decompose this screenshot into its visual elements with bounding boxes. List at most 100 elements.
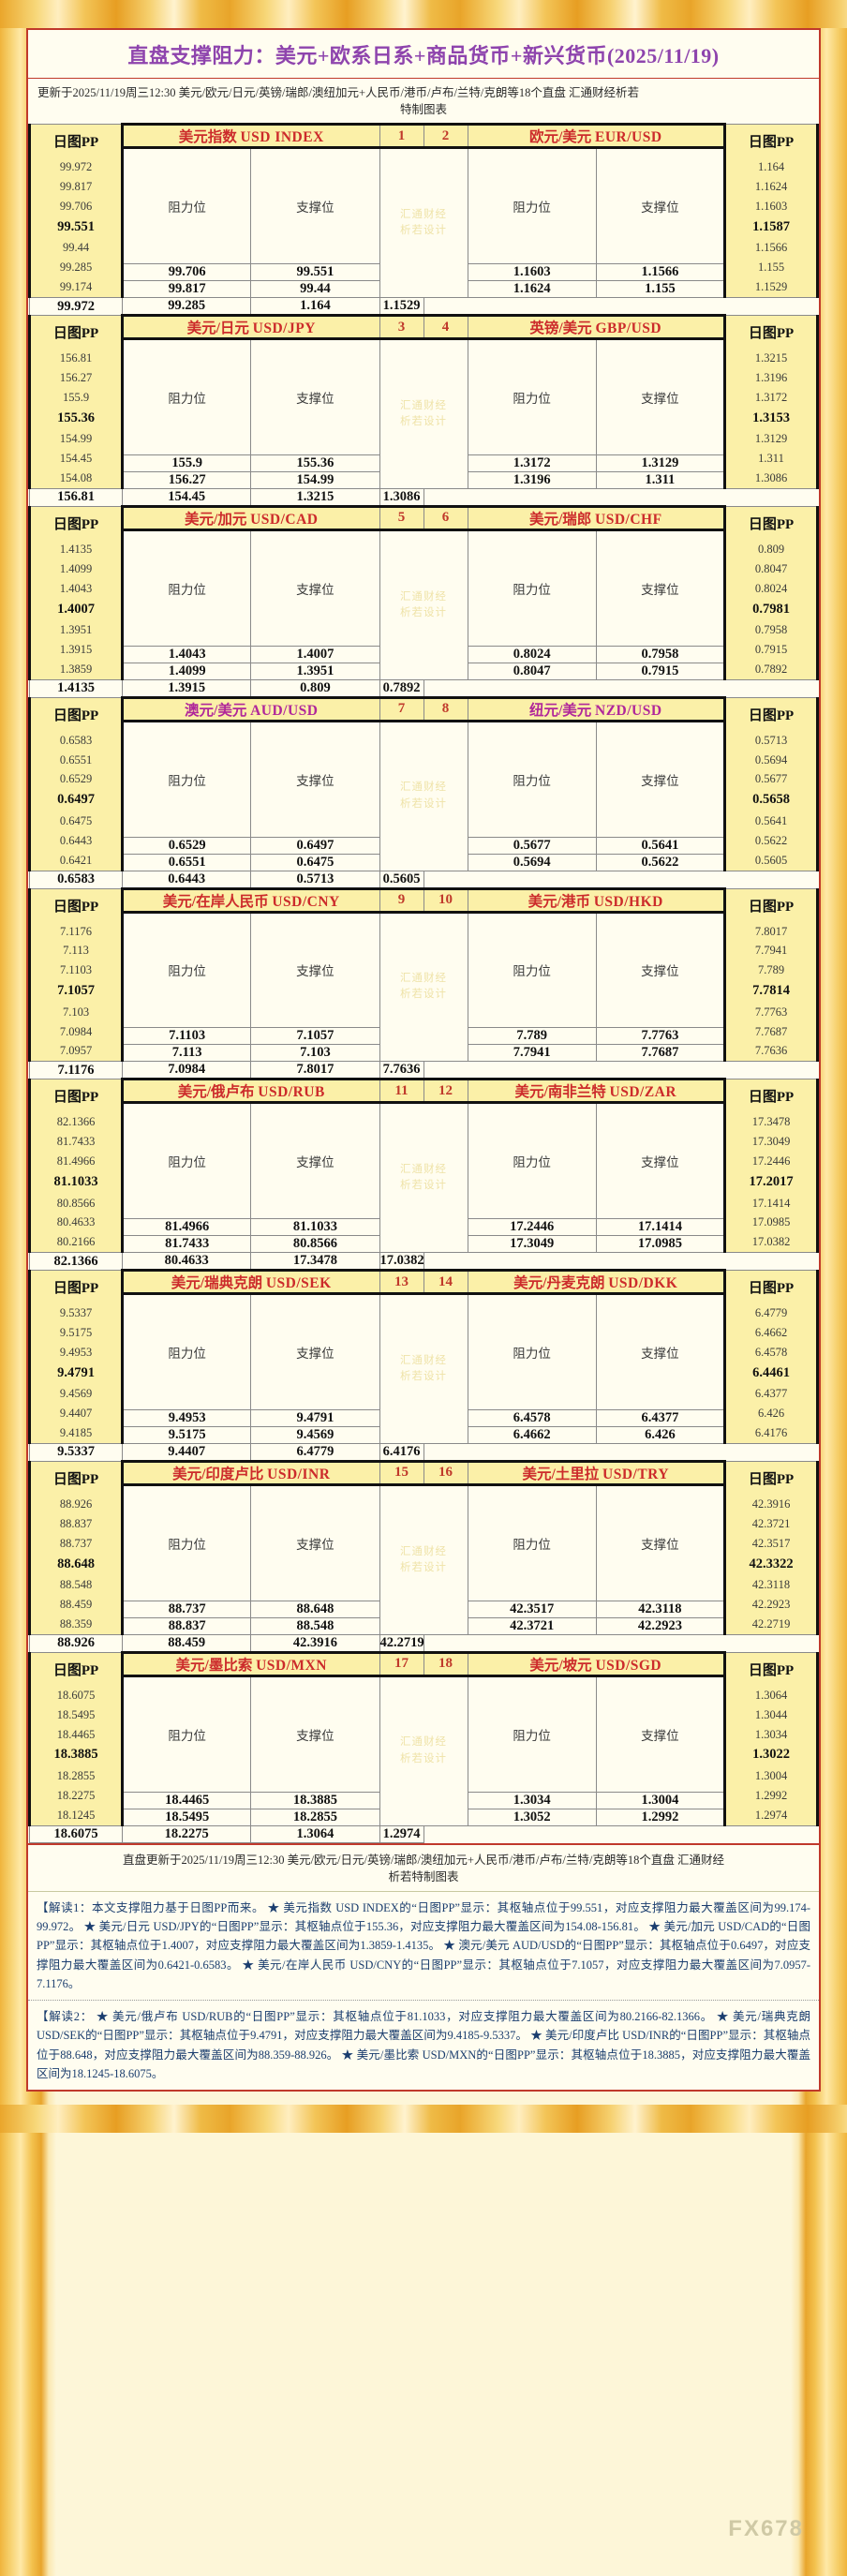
- resistance-header: 阻力位: [121, 911, 252, 1029]
- sub-header-row: 阻力位 支撑位 汇通财经 析若设计 阻力位 支撑位: [30, 1483, 818, 1635]
- pair-name-code: USD/JPY: [252, 320, 316, 337]
- support-value: 42.3118: [595, 1600, 726, 1618]
- resistance-value: 1.3215: [250, 487, 380, 507]
- pp-value: 6.4662: [754, 1326, 788, 1339]
- pair-name-code: USD/CAD: [250, 511, 319, 528]
- sub-header-row: 阻力位 支撑位 汇通财经 析若设计 阻力位 支撑位: [30, 1675, 818, 1826]
- pp-column-left: 日图PP 82.1366 81.7433 81.4966 81.1033 80.8566 8…: [28, 1079, 124, 1254]
- pair-title-left: 美元/日元 USD/JPY: [122, 314, 380, 341]
- resistance-value: 7.8017: [250, 1061, 380, 1080]
- resistance-header: 阻力位: [467, 1293, 597, 1410]
- pair-name-code: USD/SGD: [595, 1657, 662, 1674]
- pp-value: 156.81: [59, 351, 93, 365]
- support-value: 0.5641: [595, 836, 726, 855]
- pp-value: 0.6475: [59, 813, 93, 827]
- pair-title-left: 美元/在岸人民币 USD/CNY: [122, 886, 380, 914]
- support-header: 支撑位: [595, 1293, 726, 1410]
- pair-name-cn: 美元/瑞典克朗: [171, 1275, 263, 1292]
- pp-value: 1.155: [757, 261, 785, 275]
- block-number-right: 12: [423, 1078, 468, 1105]
- support-header: 支撑位: [595, 720, 726, 838]
- resistance-value: 42.3916: [250, 1633, 380, 1653]
- pp-label: 日图PP: [748, 135, 795, 151]
- resistance-value: 156.81: [29, 487, 123, 507]
- support-value: 7.7763: [595, 1027, 726, 1046]
- sub-header-row: 阻力位 支撑位 汇通财经 析若设计 阻力位 支撑位: [30, 720, 818, 871]
- center-watermark-cell: 汇通财经 析若设计: [379, 911, 468, 1063]
- resistance-value: 9.5337: [29, 1442, 123, 1462]
- pp-value: 7.1103: [60, 963, 92, 977]
- resistance-header: 阻力位: [121, 147, 252, 265]
- pp-value: 156.27: [59, 370, 93, 384]
- level-row: 156.81 154.45 1.3215 1.3086: [29, 487, 818, 507]
- pp-column-left: 日图PP 1.4135 1.4099 1.4043 1.4007 1.3951 1.3915…: [28, 505, 124, 680]
- pair-name-cn: 美元指数: [178, 129, 237, 146]
- support-header: 支撑位: [250, 1102, 380, 1220]
- resistance-value: 1.1624: [467, 280, 597, 299]
- pp-value: 88.459: [59, 1598, 93, 1611]
- pp-value: 1.3044: [754, 1707, 788, 1721]
- support-value: 1.3951: [250, 662, 380, 680]
- level-row: 88.926 88.459 42.3916 42.2719: [29, 1633, 818, 1653]
- pair-name-cn: 美元/港币: [528, 893, 590, 910]
- block-number-right: 2: [423, 123, 468, 150]
- pp-value: 0.5605: [754, 853, 788, 867]
- block-header-row: 日图PP 99.972 99.817 99.706 99.551 99.44 99.285 9…: [28, 123, 819, 299]
- support-value: 99.285: [121, 297, 252, 317]
- support-header: 支撑位: [595, 529, 726, 647]
- pair-title-right: 美元/土里拉 USD/TRY: [467, 1459, 725, 1486]
- pair-name-cn: 美元/印度卢比: [172, 1466, 264, 1482]
- top-ribbon: [0, 0, 847, 28]
- pp-value: 7.103: [62, 1005, 90, 1019]
- resistance-value: 1.3064: [250, 1824, 380, 1843]
- pp-value: 1.3086: [754, 471, 788, 484]
- resistance-value: 156.27: [121, 470, 252, 489]
- pp-value: 0.5641: [754, 813, 788, 827]
- support-value: 1.3129: [595, 454, 726, 472]
- pp-column-left: 日图PP 7.1176 7.113 7.1103 7.1057 7.103 7.0984 7.…: [28, 887, 124, 1063]
- watermark-text: 汇通财经 析若设计: [400, 1354, 447, 1383]
- legend-2: 【解读2： ★ 美元/俄卢布 USD/RUB的“日图PP”显示：其枢轴点位于81…: [28, 2000, 819, 2090]
- pair-title-right: 美元/丹麦克朗 USD/DKK: [467, 1269, 725, 1296]
- pp-label: 日图PP: [748, 1281, 795, 1297]
- pair-title-left: 美元/瑞典克朗 USD/SEK: [122, 1269, 380, 1296]
- watermark-text: 汇通财经 析若设计: [400, 399, 447, 427]
- pp-column-right: 日图PP 0.5713 0.5694 0.5677 0.5658 0.5641 0.5622…: [723, 696, 819, 871]
- resistance-value: 7.1176: [29, 1061, 123, 1080]
- resistance-header: 阻力位: [121, 338, 252, 455]
- block-number-right: 14: [423, 1269, 468, 1296]
- block-header-row: 日图PP 82.1366 81.7433 81.4966 81.1033 80.8566 8…: [28, 1078, 819, 1254]
- level-row: 1.4135 1.3915 0.809 0.7892: [29, 678, 818, 698]
- pair-name-cn: 美元/日元: [186, 320, 249, 337]
- support-value: 1.1566: [595, 263, 726, 282]
- resistance-value: 42.3517: [467, 1600, 597, 1618]
- pp-value: 17.1414: [751, 1196, 791, 1210]
- pair-name-code: USD/ZAR: [609, 1084, 677, 1101]
- pp-value: 1.3215: [754, 351, 788, 365]
- pp-value: 0.5694: [754, 752, 788, 767]
- pp-value: 82.1366: [56, 1115, 96, 1129]
- pp-value: 42.2923: [751, 1598, 791, 1611]
- block-header-row: 日图PP 0.6583 0.6551 0.6529 0.6497 0.6475 0.6443…: [28, 695, 819, 871]
- support-value: 0.7958: [595, 645, 726, 663]
- support-value: 154.99: [250, 470, 380, 489]
- pair-title-right: 美元/南非兰特 USD/ZAR: [467, 1078, 725, 1105]
- pp-value: 18.2275: [56, 1788, 96, 1802]
- resistance-value: 99.706: [121, 263, 252, 282]
- pp-value: 1.311: [758, 452, 784, 466]
- support-value: 1.155: [595, 280, 726, 299]
- resistance-value: 0.6583: [29, 870, 123, 889]
- watermark-text: 汇通财经 析若设计: [400, 1736, 447, 1764]
- pp-value: 88.926: [59, 1496, 93, 1511]
- pp-value: 0.7958: [754, 623, 788, 637]
- support-value: 9.4791: [250, 1408, 380, 1427]
- resistance-value: 6.4578: [467, 1408, 597, 1427]
- resistance-value: 1.4043: [121, 645, 252, 663]
- sub-header-row: 阻力位 支撑位 汇通财经 析若设计 阻力位 支撑位: [30, 529, 818, 680]
- resistance-header: 阻力位: [467, 529, 597, 647]
- support-value: 99.44: [250, 280, 380, 299]
- pp-value: 17.2446: [751, 1154, 791, 1169]
- pair-name-code: GBP/USD: [595, 320, 662, 337]
- support-value: 7.7687: [595, 1044, 726, 1063]
- level-row: 1.4099 1.3951 0.8047 0.7915: [30, 662, 818, 680]
